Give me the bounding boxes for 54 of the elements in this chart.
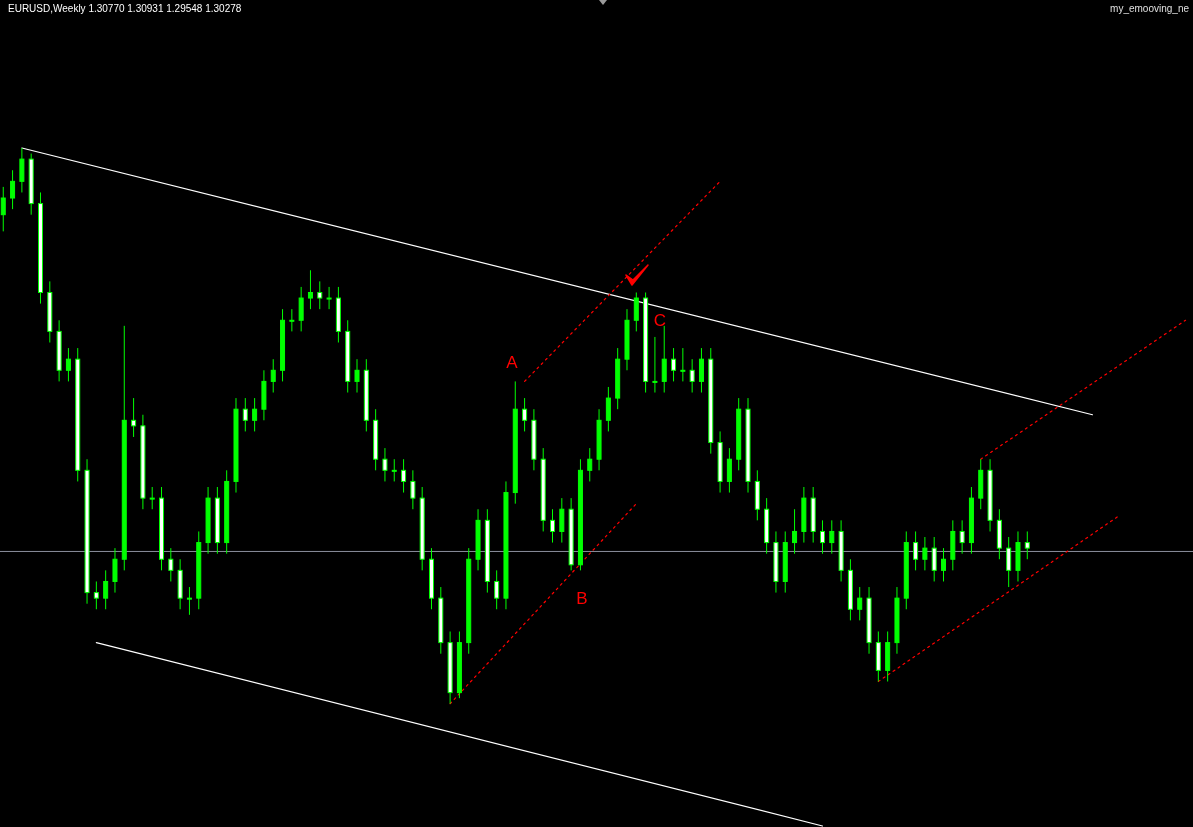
candlestick bbox=[792, 508, 798, 555]
candlestick bbox=[922, 536, 928, 571]
chart-title: EURUSD,Weekly 1.30770 1.30931 1.29548 1.30278 bbox=[8, 3, 242, 14]
candlestick bbox=[689, 358, 695, 394]
candlestick bbox=[382, 447, 388, 482]
candlestick bbox=[410, 469, 416, 510]
annotation: C bbox=[653, 311, 667, 331]
candlestick bbox=[652, 336, 658, 394]
candlestick bbox=[252, 397, 258, 432]
candlestick bbox=[298, 286, 304, 332]
candlestick bbox=[1024, 530, 1030, 560]
candlestick bbox=[149, 486, 155, 510]
candlestick bbox=[680, 347, 686, 382]
candlestick bbox=[307, 269, 313, 310]
candlestick bbox=[93, 580, 99, 610]
candlestick bbox=[10, 169, 16, 210]
candlestick bbox=[522, 397, 528, 432]
candlestick bbox=[494, 569, 500, 610]
candlestick bbox=[19, 147, 25, 193]
candlestick bbox=[559, 497, 565, 544]
candlestick bbox=[587, 447, 593, 482]
candlestick bbox=[168, 547, 174, 582]
candlestick bbox=[959, 519, 965, 555]
candlestick bbox=[289, 308, 295, 332]
candlestick bbox=[605, 386, 611, 432]
text: my_emooving_ne bbox=[1110, 3, 1190, 14]
candlestick bbox=[65, 347, 71, 382]
annotation: A bbox=[506, 353, 519, 373]
candlestick bbox=[270, 358, 276, 394]
candlestick bbox=[819, 519, 825, 555]
candlestick bbox=[317, 280, 323, 310]
candlestick bbox=[0, 186, 6, 232]
candlestick bbox=[913, 530, 919, 571]
candlestick bbox=[931, 536, 937, 582]
candlestick bbox=[186, 586, 192, 616]
candlestick bbox=[671, 347, 677, 382]
candlestick bbox=[941, 547, 947, 582]
annotation: B bbox=[576, 589, 588, 609]
candlestick bbox=[391, 458, 397, 482]
candlestick bbox=[857, 586, 863, 621]
candlestick bbox=[661, 325, 667, 394]
candlestick bbox=[1006, 536, 1012, 588]
candlestick bbox=[698, 347, 704, 394]
candlestick bbox=[103, 569, 109, 610]
candlestick bbox=[633, 291, 639, 332]
candlestick bbox=[354, 358, 360, 394]
candlestick bbox=[326, 286, 332, 310]
candlestick bbox=[112, 547, 118, 594]
candlestick bbox=[550, 508, 556, 544]
candlestick bbox=[726, 447, 732, 494]
candlestick bbox=[401, 458, 407, 494]
candlestick bbox=[242, 397, 248, 432]
candlestick bbox=[131, 397, 137, 438]
candlestick bbox=[829, 519, 835, 555]
